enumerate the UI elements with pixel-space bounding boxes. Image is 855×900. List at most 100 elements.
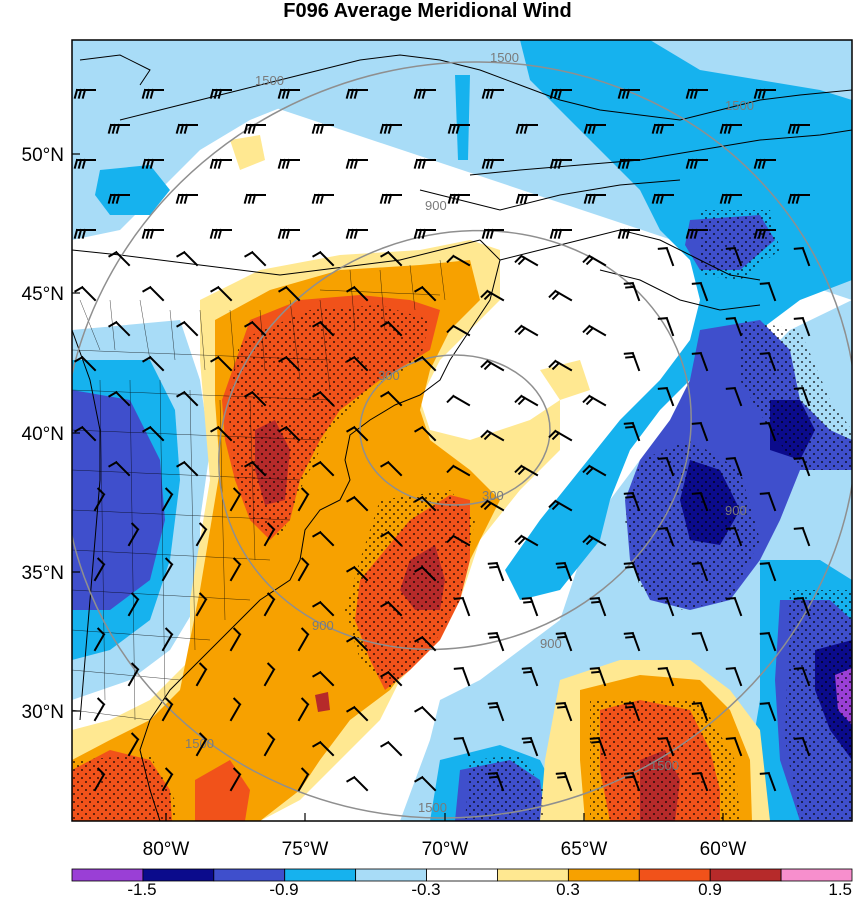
colorbar-label: -1.5 [127,880,156,899]
lat-label: 35°N [22,563,64,584]
wind-barb [657,596,675,617]
wind-barb [346,635,369,652]
wind-barb [480,289,505,302]
wind-barb [446,324,471,337]
wind-barb [549,228,572,239]
wind-barb [297,697,310,722]
wind-barb [414,355,437,372]
wind-barb [453,736,471,757]
wind-barb [73,158,96,169]
wind-barb [312,670,335,687]
wind-barb [759,351,777,372]
wind-barb [759,701,777,722]
wind-barb [759,491,777,512]
county-borders [72,259,446,721]
wind-barb [229,557,242,582]
wind-barb [229,627,242,652]
wind-barb [623,281,641,302]
wind-barb [243,193,266,204]
wind-barb [589,596,607,617]
wind-barb [413,88,436,99]
wind-barb [195,662,208,687]
wind-barb [176,460,199,477]
contour-label: 1500 [725,98,754,113]
wind-barb [725,246,743,267]
wind-barb [141,158,164,169]
wind-barb [453,666,471,687]
wind-barb [447,193,470,204]
wind-barb [142,285,165,302]
wind-barb [582,534,607,547]
wind-barb [108,460,131,477]
wind-barb [651,193,674,204]
wind-barb [480,429,505,442]
wind-barb [759,771,777,792]
wind-barb [161,767,174,792]
colorbar-label: 1.5 [828,880,852,899]
latitude-axis: 50°N 45°N 40°N 35°N 30°N [22,145,80,723]
wind-barb [312,530,335,547]
colorbar-label: -0.3 [411,880,440,899]
wind-barb [487,561,505,582]
lat-label: 30°N [22,702,64,723]
wind-barb [210,425,233,442]
map-title: F096 Average Meridional Wind [283,0,572,22]
wind-barb [719,193,742,204]
wind-barb [142,425,165,442]
wind-barb [582,394,607,407]
contour-label: 900 [425,198,447,213]
wind-barb [793,316,811,337]
wind-barb [127,522,140,547]
wind-barb [548,289,573,302]
wind-barb [555,701,573,722]
wind-barb [589,736,607,757]
wind-barb [447,123,470,134]
wind-barb [277,88,300,99]
wind-barb [555,771,573,792]
wind-barb [414,775,437,792]
wind-barb [414,635,437,652]
contour-labels: 1500 1500 1500 900 900 900 900 300 300 1… [185,50,754,815]
wind-barb [583,123,606,134]
wind-barb [589,666,607,687]
wind-barb [753,228,776,239]
wind-barb [380,460,403,477]
wind-barb [345,158,368,169]
wind-barb [725,666,743,687]
wind-barb [244,460,267,477]
wind-barb [74,285,97,302]
wind-barb [414,425,437,442]
wind-barb [555,561,573,582]
contour-label: 300 [378,368,400,383]
wind-barb [277,228,300,239]
wind-barb [487,701,505,722]
wind-barb [379,123,402,134]
wind-barb [753,88,776,99]
wind-barb [108,390,131,407]
wind-barb [549,88,572,99]
wind-barb [297,487,310,512]
wind-barb [346,355,369,372]
wind-barb [263,522,276,547]
wind-barb [311,123,334,134]
wind-barb [623,351,641,372]
wind-barb [793,456,811,477]
wind-barb [380,250,403,267]
plot-frame [71,39,853,822]
colorbar-labels: -1.5 -0.9 -0.3 0.3 0.9 1.5 [127,880,852,899]
wind-barb [210,285,233,302]
wind-barb [312,600,335,617]
wind-barb [480,359,505,372]
coastlines-and-borders [72,54,852,821]
wind-barb [263,662,276,687]
wind-barb [725,316,743,337]
wind-barb [582,464,607,477]
wind-barb [141,228,164,239]
wind-barb [93,627,106,652]
wind-barb [209,228,232,239]
wind-barb [209,158,232,169]
wind-barb [514,324,539,337]
lon-label: 60°W [700,839,747,860]
wind-barb [108,320,131,337]
